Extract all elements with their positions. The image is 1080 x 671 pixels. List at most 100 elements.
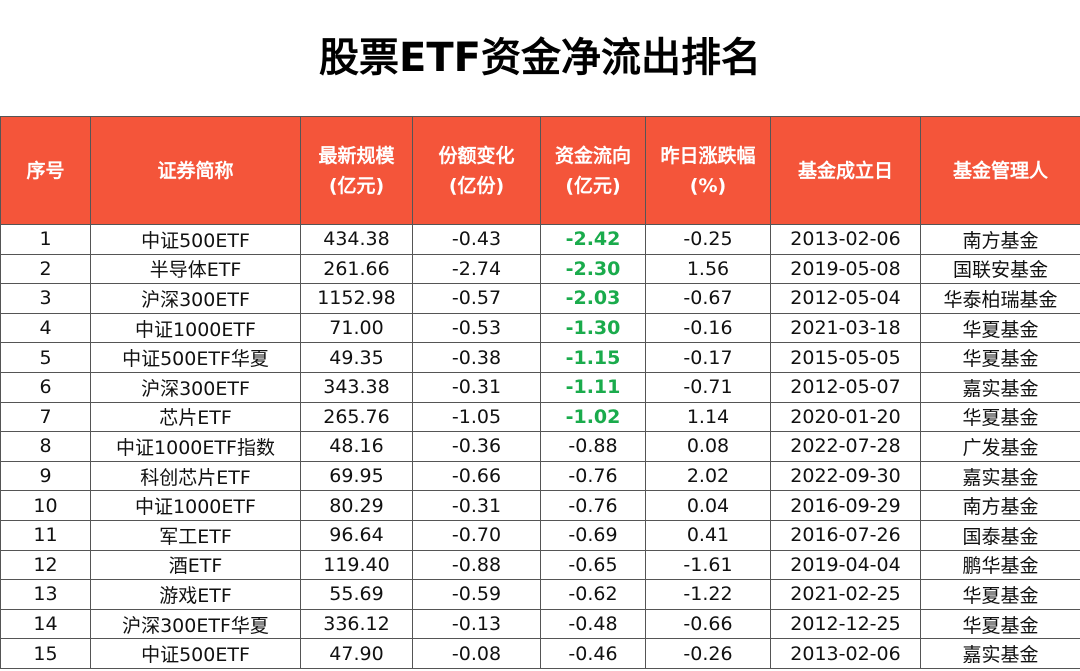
table-cell: 3 [0,283,91,314]
table-cell: -0.25 [645,224,771,255]
table-cell: 2021-03-18 [770,312,921,344]
table-cell: -0.36 [412,431,541,462]
table-cell: -2.74 [412,253,541,285]
table-cell: 1.14 [645,401,771,433]
table-cell: 游戏ETF [90,579,301,610]
table-cell: 军工ETF [90,519,301,551]
column-header: 资金流向 (亿元) [540,116,646,225]
table-cell: -0.70 [412,519,541,551]
table-cell: 8 [0,431,91,462]
table-cell: 华夏基金 [920,579,1080,610]
table-cell: -0.38 [412,342,541,373]
table-cell: -1.30 [540,312,646,344]
table-cell: 华泰柏瑞基金 [920,283,1080,314]
table-cell: 265.76 [300,401,413,433]
table-cell: -0.46 [540,638,646,669]
table-cell: 11 [0,519,91,551]
title: 股票ETF资金净流出排名 [319,35,761,81]
table-row: 14 沪深300ETF华夏 336.12 -0.13 -0.48 -0.66 2012-12… [0,608,1080,640]
table-cell: 48.16 [300,431,413,462]
table-row: 15 中证500ETF 47.90 -0.08 -0.46 -0.26 2013-02-06… [0,638,1080,669]
table-cell: 2015-05-05 [770,342,921,373]
table-row: 9 科创芯片ETF 69.95 -0.66 -0.76 2.02 2022-09-30 嘉实基… [0,460,1080,492]
table-cell: 6 [0,371,91,403]
table-cell: -0.62 [540,579,646,610]
table-cell: -1.11 [540,371,646,403]
table-cell: -0.13 [412,608,541,640]
table-cell: 中证1000ETF指数 [90,431,301,462]
table-cell: -1.05 [412,401,541,433]
table-cell: 嘉实基金 [920,371,1080,403]
table-row: 1 中证500ETF 434.38 -0.43 -2.42 -0.25 2013-02-06… [0,224,1080,255]
table-cell: 2012-05-04 [770,283,921,314]
column-header: 证券简称 [90,116,301,225]
table-cell: 南方基金 [920,490,1080,521]
table-cell: 1.56 [645,253,771,285]
table-cell: 沪深300ETF [90,371,301,403]
table-cell: 9 [0,460,91,492]
table-cell: 2022-09-30 [770,460,921,492]
column-header: 序号 [0,116,91,225]
table-cell: -2.30 [540,253,646,285]
table-cell: 华夏基金 [920,608,1080,640]
table-cell: 7 [0,401,91,433]
table-cell: 13 [0,579,91,610]
table-cell: -0.66 [645,608,771,640]
table-cell: 14 [0,608,91,640]
table-cell: -0.88 [540,431,646,462]
table-cell: -0.08 [412,638,541,669]
table-cell: 中证500ETF华夏 [90,342,301,373]
table-cell: 芯片ETF [90,401,301,433]
table-cell: -2.42 [540,224,646,255]
table-cell: 1 [0,224,91,255]
table-cell: 嘉实基金 [920,638,1080,669]
table-cell: 科创芯片ETF [90,460,301,492]
table-cell: 华夏基金 [920,401,1080,433]
table-row: 4 中证1000ETF 71.00 -0.53 -1.30 -0.16 2021-03-18… [0,312,1080,344]
table-row: 11 军工ETF 96.64 -0.70 -0.69 0.41 2016-07-26 国泰基金 [0,519,1080,551]
table-cell: -0.76 [540,490,646,521]
table-row: 13 游戏ETF 55.69 -0.59 -0.62 -1.22 2021-02-25 华夏基… [0,579,1080,610]
table-cell: 2016-09-29 [770,490,921,521]
table-row: 7 芯片ETF 265.76 -1.05 -1.02 1.14 2020-01-20 华夏基金 [0,401,1080,433]
table-cell: 336.12 [300,608,413,640]
table-cell: 47.90 [300,638,413,669]
table-row: 2 半导体ETF 261.66 -2.74 -2.30 1.56 2019-05-08 国联安… [0,253,1080,285]
table-cell: 2012-12-25 [770,608,921,640]
table-cell: 2022-07-28 [770,431,921,462]
table-cell: -0.43 [412,224,541,255]
table-cell: 中证1000ETF [90,312,301,344]
table-cell: 中证1000ETF [90,490,301,521]
table-cell: -0.66 [412,460,541,492]
table-cell: -0.69 [540,519,646,551]
table-cell: 2019-05-08 [770,253,921,285]
table-cell: 2 [0,253,91,285]
column-header: 基金成立日 [770,116,921,225]
table-cell: 鹏华基金 [920,549,1080,581]
column-header: 份额变化 (亿份) [412,116,541,225]
table-cell: 广发基金 [920,431,1080,462]
table-cell: -0.31 [412,490,541,521]
table-cell: -1.02 [540,401,646,433]
column-header: 基金管理人 [920,116,1080,225]
table-cell: -0.48 [540,608,646,640]
table-cell: 沪深300ETF华夏 [90,608,301,640]
table-cell: 中证500ETF [90,224,301,255]
table-cell: 2021-02-25 [770,579,921,610]
table-cell: 2019-04-04 [770,549,921,581]
header-row: 序号 证券简称 最新规模 (亿元) 份额变化 (亿份) 资金流向 (亿元) 昨日涨跌幅 (… [0,116,1080,225]
table-cell: 1152.98 [300,283,413,314]
table-cell: 80.29 [300,490,413,521]
table-cell: 71.00 [300,312,413,344]
table-row: 3 沪深300ETF 1152.98 -0.57 -2.03 -0.67 2012-05-0… [0,283,1080,314]
table-cell: 2020-01-20 [770,401,921,433]
table-cell: 2013-02-06 [770,224,921,255]
table-cell: 10 [0,490,91,521]
table-cell: -0.26 [645,638,771,669]
table-cell: 沪深300ETF [90,283,301,314]
table-cell: 12 [0,549,91,581]
table-cell: -2.03 [540,283,646,314]
table-row: 12 酒ETF 119.40 -0.88 -0.65 -1.61 2019-04-04 鹏华基… [0,549,1080,581]
table-cell: 261.66 [300,253,413,285]
